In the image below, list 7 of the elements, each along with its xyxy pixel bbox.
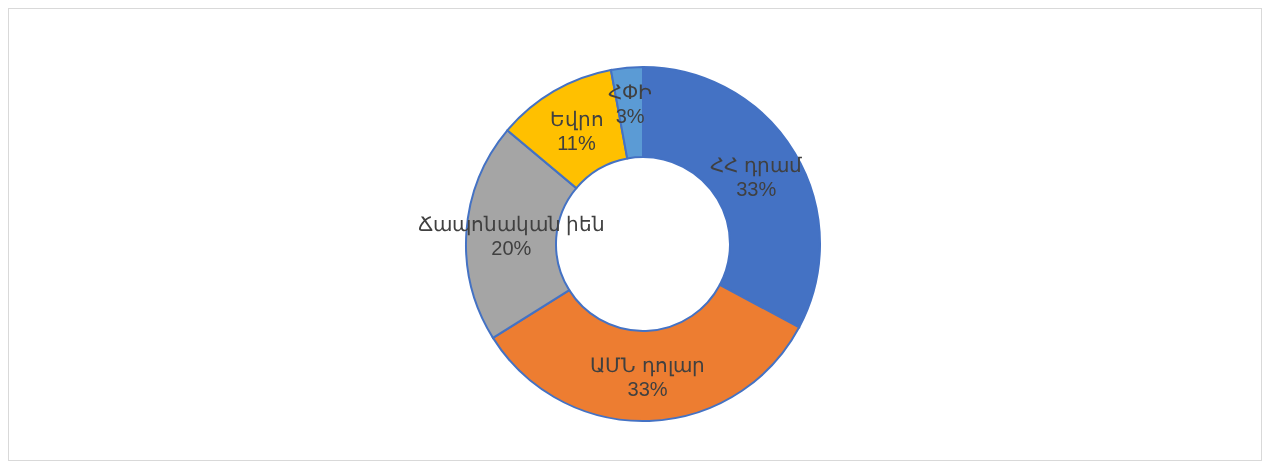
data-label: 33%: [627, 377, 668, 400]
slice-label: ԱՄՆ դոլար: [590, 353, 705, 377]
slice-label: ՀՀ դրամ: [710, 154, 802, 178]
slice-label: Եվրո: [549, 107, 604, 131]
data-label: 33%: [736, 178, 777, 201]
data-label: 20%: [491, 236, 532, 259]
data-label: 11%: [557, 131, 597, 154]
